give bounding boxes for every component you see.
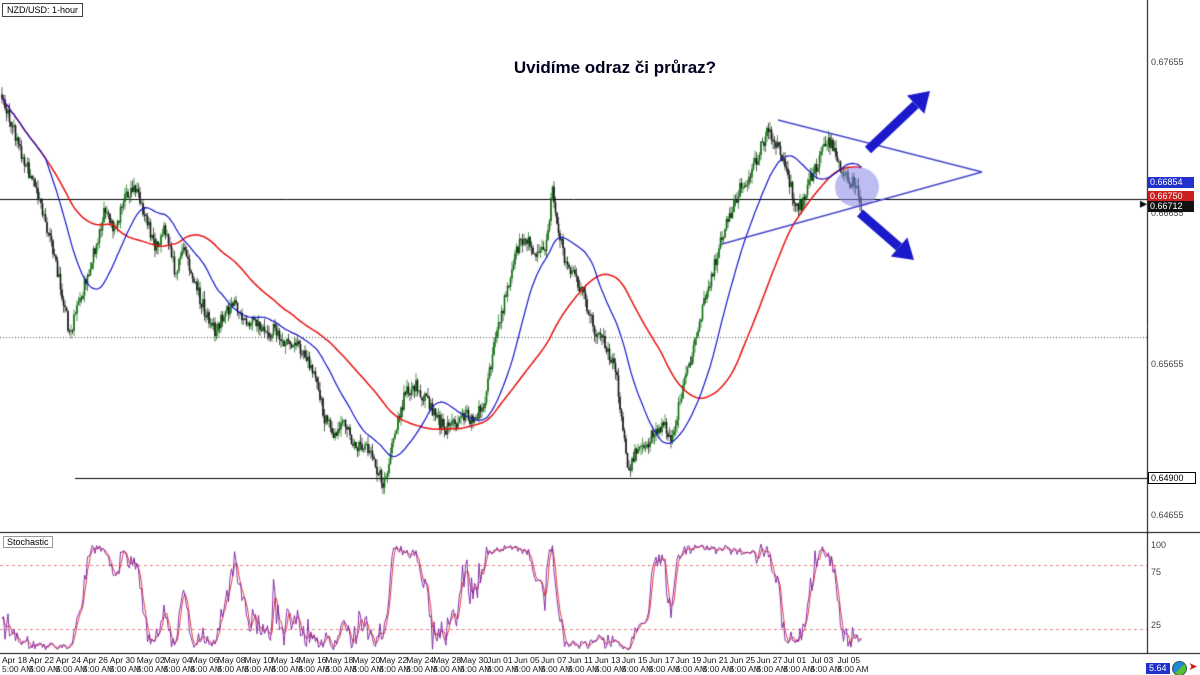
price-axis-label: 0.65655 — [1151, 358, 1184, 369]
date-label: Jun 25 5:00 AM — [729, 655, 761, 674]
date-label: May 28 5:00 AM — [433, 655, 465, 674]
red-arrow-icon[interactable]: ➤ — [1188, 661, 1198, 673]
date-label: May 08 5:00 AM — [217, 655, 249, 674]
date-label: Jul 05 5:00 AM — [837, 655, 869, 674]
price-badge-blue: 0.66854 — [1148, 177, 1194, 188]
date-label: May 18 5:00 AM — [325, 655, 357, 674]
price-axis-label: 0.66655 — [1151, 207, 1184, 218]
stochastic-axis-label: 25 — [1151, 619, 1162, 630]
date-label: Apr 22 5:00 AM — [28, 655, 61, 674]
date-label: May 16 5:00 AM — [298, 655, 330, 674]
date-label: Jun 15 5:00 AM — [621, 655, 654, 674]
date-label: Apr 18 5:00 AM — [2, 655, 34, 674]
stochastic-label: Stochastic — [3, 536, 53, 548]
instrument-label: NZD/USD: 1-hour — [2, 3, 84, 17]
date-label: May 22 5:00 AM — [379, 655, 411, 674]
date-label: Jun 11 5:00 AM — [567, 655, 600, 674]
date-label: Apr 30 5:00 AM — [109, 655, 141, 674]
date-label: May 02 5:00 AM — [136, 655, 168, 674]
date-label: Jun 01 5:00 AM — [487, 655, 519, 674]
date-label: May 14 5:00 AM — [271, 655, 303, 674]
price-badge-red: 0.66750 — [1148, 191, 1194, 202]
date-label: Jul 01 5:00 AM — [783, 655, 815, 674]
stochastic-axis-label: 75 — [1151, 566, 1162, 577]
stochastic-value-badge: 5.64 — [1146, 663, 1170, 674]
price-axis-label: 0.64655 — [1151, 509, 1184, 520]
price-badge-outline: 0.64900 — [1148, 472, 1196, 484]
date-axis: Apr 18 5:00 AM Apr 22 5:00 AM Apr 24 5:00 AM A… — [0, 656, 1200, 675]
date-label: Jun 07 5:00 AM — [541, 655, 573, 674]
date-label: Jun 17 5:00 AM — [648, 655, 680, 674]
price-badge-black: 0.66712 — [1148, 201, 1194, 212]
date-label: Apr 24 5:00 AM — [55, 655, 88, 674]
date-label: Jun 13 5:00 AM — [594, 655, 627, 674]
date-label: Jun 19 5:00 AM — [675, 655, 707, 674]
date-label: Jun 21 5:00 AM — [702, 655, 734, 674]
chart-annotation-title: Uvidíme odraz či průraz? — [513, 58, 717, 77]
date-label: May 10 5:00 AM — [244, 655, 276, 674]
date-label: May 20 5:00 AM — [352, 655, 384, 674]
date-label: May 06 5:00 AM — [190, 655, 222, 674]
date-label: May 30 5:00 AM — [460, 655, 492, 674]
date-label: Apr 26 5:00 AM — [82, 655, 115, 674]
eye-icon[interactable] — [1172, 661, 1187, 675]
date-label: Jun 27 5:00 AM — [756, 655, 788, 674]
stochastic-axis-label: 100 — [1151, 540, 1167, 550]
date-label: May 24 5:00 AM — [406, 655, 438, 674]
date-label: Jul 03 5:00 AM — [810, 655, 842, 674]
price-axis-label: 0.67655 — [1151, 57, 1184, 67]
date-label: May 04 5:00 AM — [163, 655, 195, 674]
date-label: Jun 05 5:00 AM — [514, 655, 546, 674]
